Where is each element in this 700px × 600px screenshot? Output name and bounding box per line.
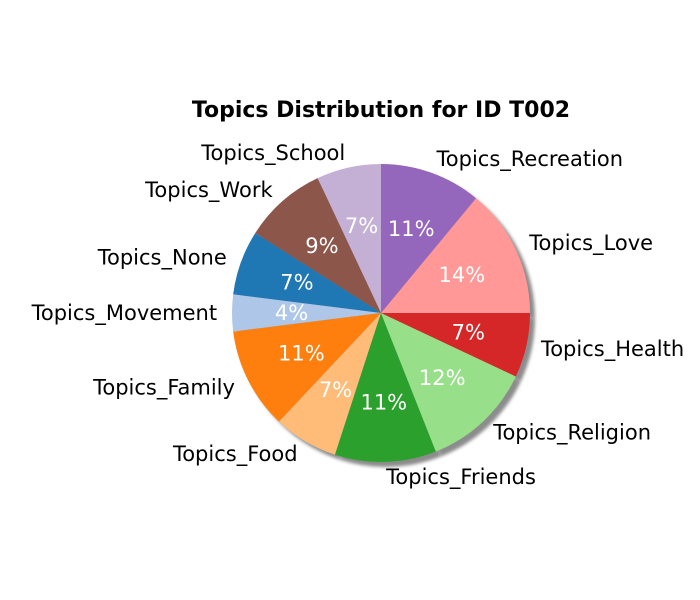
slice-label-topics-none: Topics_None [97, 245, 227, 270]
pct-label-topics-work: 9% [305, 234, 338, 258]
percent-labels: 7%9%7%4%11%7%11%12%7%14%11% [275, 214, 485, 415]
slice-label-topics-friends: Topics_Friends [385, 465, 536, 490]
pie-slice-topics-family [233, 313, 381, 422]
pct-label-topics-recreation: 11% [388, 217, 435, 241]
slice-label-topics-movement: Topics_Movement [31, 301, 218, 326]
pie-slice-topics-recreation [381, 164, 476, 313]
pie-slices [231, 164, 530, 463]
slice-labels: Topics_School Topics_Work Topics_None Topic… [31, 141, 685, 490]
pct-label-topics-food: 7% [319, 378, 352, 402]
pct-label-topics-friends: 11% [360, 390, 407, 414]
slice-label-topics-family: Topics_Family [92, 375, 235, 400]
pie-slice-topics-love [381, 198, 530, 313]
pie-slice-topics-religion [381, 313, 516, 452]
slice-label-topics-love: Topics_Love [528, 231, 653, 256]
pie-slice-topics-friends [334, 313, 436, 463]
slice-label-topics-food: Topics_Food [172, 442, 298, 467]
slice-label-topics-work: Topics_Work [144, 178, 273, 203]
pct-label-topics-none: 7% [280, 271, 313, 295]
slice-label-topics-religion: Topics_Religion [492, 420, 651, 445]
pie-slice-topics-work [255, 178, 381, 313]
pie-slice-topics-movement [231, 294, 381, 332]
slice-label-topics-school: Topics_School [200, 141, 345, 166]
slice-label-topics-health: Topics_Health [540, 337, 684, 362]
chart-title: Topics Distribution for ID T002 [192, 98, 570, 123]
pct-label-topics-school: 7% [345, 214, 378, 238]
pct-label-topics-family: 11% [278, 342, 325, 366]
pie-slice-topics-health [381, 313, 530, 377]
pct-label-topics-health: 7% [452, 321, 485, 345]
pie-slice-topics-school [317, 164, 381, 313]
pct-label-topics-love: 14% [439, 263, 486, 287]
slice-label-topics-recreation: Topics_Recreation [436, 147, 624, 172]
pct-label-topics-religion: 12% [419, 366, 466, 390]
pie-slice-topics-none [233, 233, 381, 313]
pct-label-topics-movement: 4% [275, 301, 308, 325]
pie-slice-topics-food [279, 313, 381, 455]
